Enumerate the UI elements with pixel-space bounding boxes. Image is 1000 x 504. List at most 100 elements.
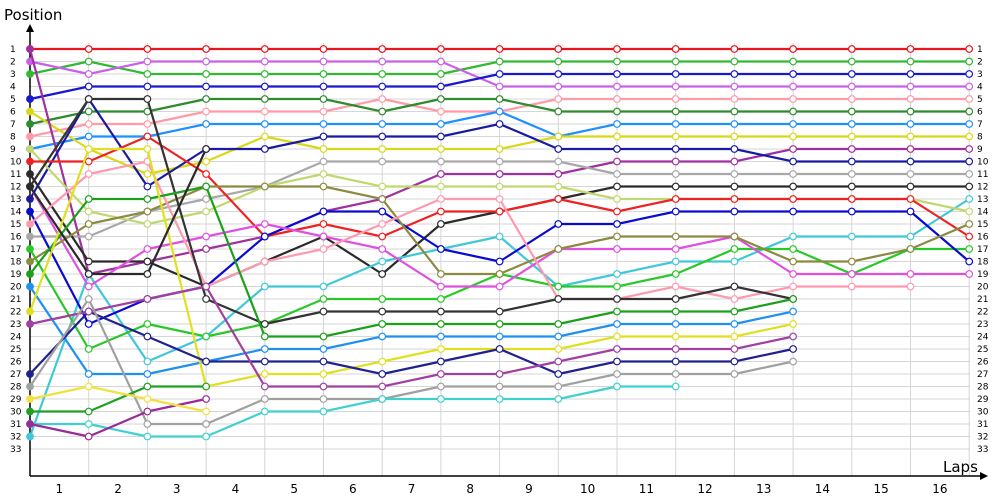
y-tick-label-right: 4 [977,83,983,93]
data-point [965,182,974,191]
data-point [260,332,269,341]
data-point [26,45,34,53]
data-point [789,45,797,53]
data-point [437,395,445,403]
data-point [495,345,504,353]
data-point [671,57,680,66]
data-point [730,207,739,216]
data-point [26,270,34,278]
series-1 [26,45,974,53]
data-point [730,157,739,166]
data-point [202,145,211,153]
data-point [378,382,387,391]
data-point [847,107,856,116]
data-point [847,132,856,141]
data-point [260,395,269,403]
y-tick-label-left: 22 [10,308,21,318]
data-point [84,282,93,291]
data-point [789,270,797,278]
data-point [378,95,387,103]
data-point [730,295,739,303]
data-point [554,145,563,153]
data-point [730,107,739,116]
y-tick-label-right: 27 [977,370,988,380]
series-9 [26,45,974,278]
data-point [84,57,93,66]
data-point [495,157,504,166]
y-tick-label-left: 13 [10,195,21,205]
y-tick-label-right: 7 [977,120,983,130]
data-point [260,320,269,328]
data-point [671,95,680,103]
data-point [495,270,504,278]
data-point [143,245,152,253]
data-point [319,57,328,66]
series-25 [26,307,797,378]
data-point [319,357,328,366]
data-point [789,107,797,116]
y-tick-label-right: 22 [977,308,988,318]
data-point [613,382,621,391]
y-tick-label-right: 29 [977,395,989,405]
data-point [319,220,328,228]
data-point [554,82,563,91]
data-point [554,345,563,353]
data-point [437,220,445,228]
data-point [613,345,621,353]
x-tick-label: 4 [232,482,240,496]
data-point [84,195,93,203]
data-point [789,232,797,241]
y-tick-label-left: 24 [10,333,22,343]
data-point [789,357,797,366]
data-point [319,157,328,166]
y-tick-label-left: 17 [10,245,21,255]
data-point [26,95,34,103]
y-tick-label-right: 26 [977,358,989,368]
data-point [906,70,915,78]
data-point [847,95,856,103]
series-line [29,185,794,338]
data-point [202,382,211,391]
data-point [671,295,680,303]
data-point [378,232,387,241]
data-point [554,295,563,303]
data-point [847,157,856,166]
data-point [319,245,328,253]
data-point [789,145,797,153]
data-point [202,420,211,428]
data-point [965,170,974,178]
y-tick-label-right: 32 [977,433,988,443]
data-point [495,170,504,178]
data-point [671,145,680,153]
data-point [84,70,93,78]
data-point [84,382,93,391]
data-point [613,282,621,291]
data-point [143,357,152,366]
data-point [906,182,915,191]
data-point [84,220,93,228]
series-28 [26,382,680,441]
data-point [319,170,328,178]
y-tick-label-right: 6 [977,108,983,118]
data-point [730,120,739,128]
data-point [906,145,915,153]
y-tick-label-left: 26 [10,358,22,368]
data-point [84,145,93,153]
data-point [202,182,211,191]
y-tick-label-left: 1 [10,45,16,55]
data-point [84,257,93,266]
y-tick-label-right: 2 [977,58,983,68]
series-line [29,285,794,376]
y-tick-label-right: 15 [977,220,988,230]
data-point [906,57,915,66]
data-point [260,220,269,228]
data-point [671,245,680,253]
data-point [437,170,445,178]
data-point [613,182,621,191]
data-point [437,70,445,78]
data-point [554,95,563,103]
data-point [437,282,445,291]
data-point [84,157,93,166]
data-point [789,307,797,316]
